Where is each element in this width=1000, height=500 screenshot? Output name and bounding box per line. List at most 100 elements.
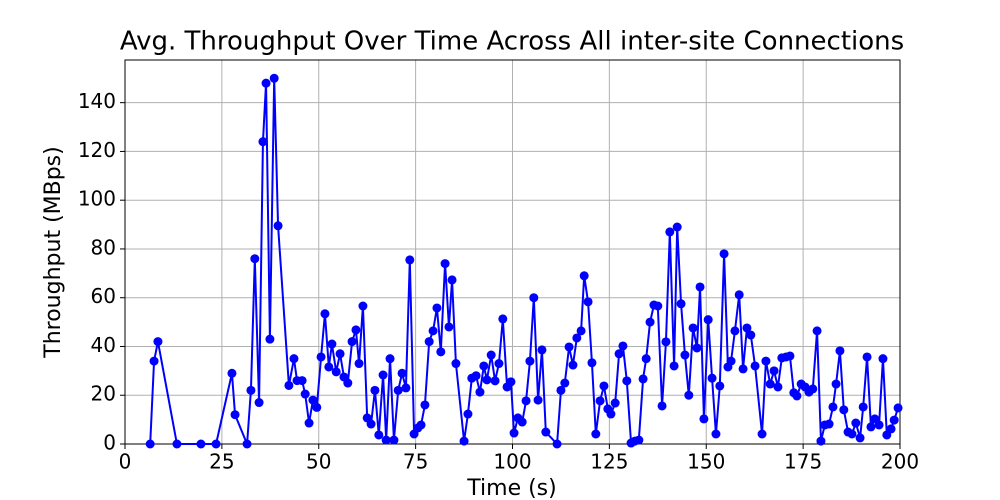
data-point — [641, 354, 651, 364]
data-point — [765, 379, 775, 389]
data-point — [730, 326, 740, 336]
data-point — [358, 301, 368, 311]
data-point — [316, 352, 326, 362]
data-point — [479, 361, 489, 371]
y-tick-label: 60 — [91, 284, 116, 308]
data-point — [692, 343, 702, 353]
data-point — [506, 377, 516, 387]
data-point — [828, 402, 838, 412]
data-point — [471, 371, 481, 381]
data-point — [541, 427, 551, 437]
data-point — [498, 314, 508, 324]
data-point — [475, 387, 485, 397]
data-point — [289, 354, 299, 364]
data-point — [428, 326, 438, 336]
data-point — [742, 323, 752, 333]
data-point — [773, 382, 783, 392]
data-point — [556, 385, 566, 395]
data-point — [482, 375, 492, 385]
data-point — [587, 358, 597, 368]
data-point — [610, 398, 620, 408]
data-point — [839, 405, 849, 415]
data-point — [634, 435, 644, 445]
data-point — [695, 282, 705, 292]
data-point — [227, 368, 237, 378]
y-tick-label: 100 — [78, 187, 116, 211]
y-tick-label: 140 — [78, 89, 116, 113]
data-point — [494, 359, 504, 369]
data-point — [211, 439, 221, 449]
data-point — [230, 410, 240, 420]
data-point — [665, 227, 675, 237]
data-point — [381, 435, 391, 445]
data-point — [552, 439, 562, 449]
data-point — [726, 356, 736, 366]
data-point — [769, 366, 779, 376]
data-point — [378, 370, 388, 380]
data-point — [847, 429, 857, 439]
data-point — [304, 418, 314, 428]
data-point — [761, 356, 771, 366]
data-point — [792, 391, 802, 401]
data-point — [265, 334, 275, 344]
y-tick-label: 20 — [91, 382, 116, 406]
data-point — [824, 419, 834, 429]
x-tick-label: 200 — [881, 450, 919, 474]
plot-frame — [124, 59, 901, 445]
data-point — [606, 409, 616, 419]
data-point — [676, 299, 686, 309]
data-point — [149, 356, 159, 366]
data-point — [707, 373, 717, 383]
data-point — [312, 402, 322, 412]
data-point — [851, 418, 861, 428]
data-point — [401, 383, 411, 393]
data-point — [862, 352, 872, 362]
data-point — [331, 367, 341, 377]
data-point — [521, 396, 531, 406]
data-point — [878, 354, 888, 364]
data-point — [560, 378, 570, 388]
data-point — [250, 254, 260, 264]
data-point — [459, 436, 469, 446]
data-point — [261, 78, 271, 88]
data-point — [785, 351, 795, 361]
data-point — [564, 342, 574, 352]
data-point — [254, 398, 264, 408]
y-tick-label: 40 — [91, 333, 116, 357]
data-point — [517, 417, 527, 427]
data-point — [145, 439, 155, 449]
data-point — [831, 379, 841, 389]
data-point — [672, 222, 682, 232]
data-point — [808, 384, 818, 394]
x-tick-label: 150 — [687, 450, 725, 474]
y-tick-label: 120 — [78, 138, 116, 162]
y-tick-label: 0 — [103, 431, 116, 455]
data-point — [436, 347, 446, 357]
data-point — [405, 255, 415, 265]
data-point — [858, 402, 868, 412]
data-point — [343, 378, 353, 388]
data-point — [432, 303, 442, 313]
data-point — [347, 337, 357, 347]
data-point — [354, 359, 364, 369]
data-point — [661, 337, 671, 347]
data-point — [812, 326, 822, 336]
data-point — [490, 376, 500, 386]
data-point — [308, 395, 318, 405]
data-point — [374, 430, 384, 440]
data-point — [258, 137, 268, 147]
data-point — [370, 385, 380, 395]
data-point — [300, 389, 310, 399]
data-point — [440, 259, 450, 269]
data-point — [389, 435, 399, 445]
data-point — [645, 317, 655, 327]
data-point — [366, 419, 376, 429]
data-point — [486, 350, 496, 360]
data-point — [680, 350, 690, 360]
data-point — [669, 361, 679, 371]
data-point — [529, 293, 539, 303]
data-point — [653, 301, 663, 311]
data-point — [242, 439, 252, 449]
data-point — [835, 346, 845, 356]
